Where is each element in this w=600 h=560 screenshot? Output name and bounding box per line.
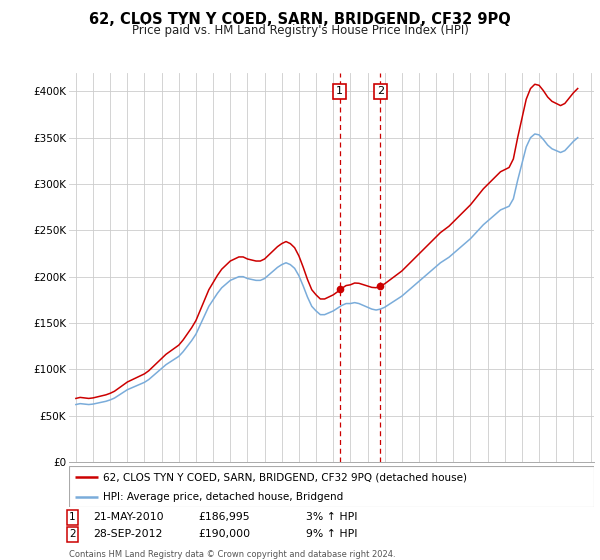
Text: 62, CLOS TYN Y COED, SARN, BRIDGEND, CF32 9PQ: 62, CLOS TYN Y COED, SARN, BRIDGEND, CF3… (89, 12, 511, 27)
Text: 2: 2 (69, 529, 76, 539)
Text: 1: 1 (336, 86, 343, 96)
Text: HPI: Average price, detached house, Bridgend: HPI: Average price, detached house, Brid… (103, 492, 343, 502)
Text: 2: 2 (377, 86, 384, 96)
Text: Contains HM Land Registry data © Crown copyright and database right 2024.
This d: Contains HM Land Registry data © Crown c… (69, 550, 395, 560)
Text: 3% ↑ HPI: 3% ↑ HPI (306, 512, 358, 522)
Text: 62, CLOS TYN Y COED, SARN, BRIDGEND, CF32 9PQ (detached house): 62, CLOS TYN Y COED, SARN, BRIDGEND, CF3… (103, 473, 467, 482)
Text: Price paid vs. HM Land Registry's House Price Index (HPI): Price paid vs. HM Land Registry's House … (131, 24, 469, 37)
Text: 21-MAY-2010: 21-MAY-2010 (93, 512, 164, 522)
Text: 1: 1 (69, 512, 76, 522)
Text: £190,000: £190,000 (198, 529, 250, 539)
Text: 9% ↑ HPI: 9% ↑ HPI (306, 529, 358, 539)
Text: 28-SEP-2012: 28-SEP-2012 (93, 529, 163, 539)
Text: £186,995: £186,995 (198, 512, 250, 522)
